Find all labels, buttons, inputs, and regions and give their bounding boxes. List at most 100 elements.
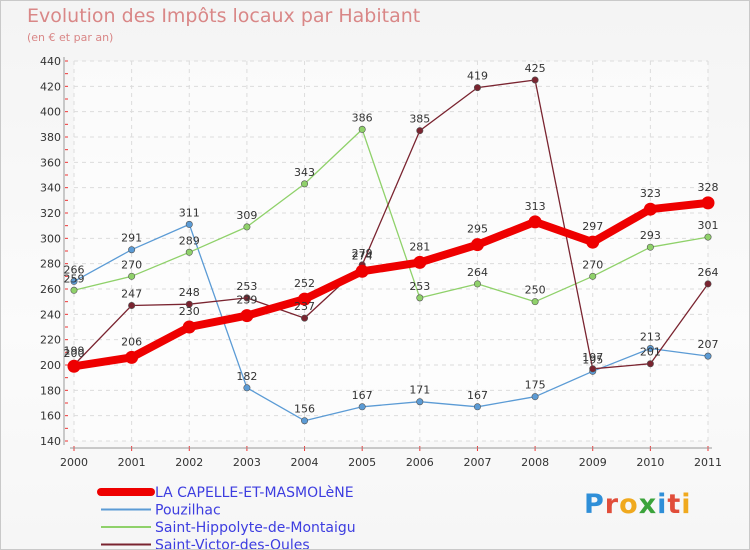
data-point: [240, 309, 254, 323]
data-point: [301, 417, 309, 425]
logo-letter: i: [657, 489, 668, 520]
data-point: [416, 127, 424, 135]
data-point: [125, 350, 139, 364]
data-label: 264: [467, 266, 488, 279]
data-point: [243, 294, 251, 302]
data-label: 323: [640, 187, 661, 200]
data-point: [643, 202, 657, 216]
data-point: [185, 220, 193, 228]
data-label: 266: [64, 263, 85, 276]
x-tick-label: 2004: [291, 456, 319, 469]
data-label: 259: [64, 272, 85, 285]
data-label: 274: [352, 249, 373, 262]
y-tick-label: 320: [40, 207, 61, 220]
data-point: [358, 125, 366, 133]
data-point: [416, 398, 424, 406]
data-point: [646, 360, 654, 368]
data-point: [70, 286, 78, 294]
x-tick-label: 2006: [406, 456, 434, 469]
x-tick-label: 2010: [636, 456, 664, 469]
logo-letter: P: [584, 489, 605, 520]
x-tick-label: 2007: [463, 456, 491, 469]
data-point: [470, 238, 484, 252]
data-point: [531, 393, 539, 401]
data-label: 247: [121, 287, 142, 300]
x-tick-label: 2001: [118, 456, 146, 469]
data-label: 213: [640, 331, 661, 344]
data-point: [67, 359, 81, 373]
series-line-3: [73, 79, 709, 370]
data-point: [473, 280, 481, 288]
x-tick-label: 2003: [233, 456, 261, 469]
data-label: 237: [294, 300, 315, 313]
legend-entry: Saint-Hippolyte-de-Montaigu: [155, 520, 356, 536]
y-tick-label: 160: [40, 410, 61, 423]
data-point: [701, 196, 715, 210]
data-point: [531, 76, 539, 84]
data-label: 253: [236, 280, 257, 293]
data-label: 279: [352, 247, 373, 260]
y-tick-label: 200: [40, 359, 61, 372]
data-label: 295: [467, 223, 488, 236]
x-tick-label: 2002: [175, 456, 203, 469]
data-point: [70, 277, 78, 285]
data-label: 270: [121, 258, 142, 271]
data-label: 171: [409, 384, 430, 397]
x-tick-label: 2008: [521, 456, 549, 469]
data-label: 425: [525, 62, 546, 75]
logo-letter: o: [619, 489, 639, 520]
y-tick-label: 280: [40, 258, 61, 271]
logo-letter: x: [638, 489, 658, 520]
y-tick-label: 440: [40, 55, 61, 68]
data-label: 230: [179, 305, 200, 318]
data-point: [704, 233, 712, 241]
data-point: [704, 352, 712, 360]
data-label: 264: [698, 266, 719, 279]
y-tick-label: 360: [40, 156, 61, 169]
y-tick-label: 300: [40, 232, 61, 245]
data-point: [301, 180, 309, 188]
data-label: 293: [640, 229, 661, 242]
data-point: [589, 365, 597, 373]
data-point: [528, 215, 542, 229]
legend-entry: Pouzilhac: [155, 503, 221, 519]
data-label: 197: [582, 351, 603, 364]
data-label: 313: [525, 200, 546, 213]
data-label: 311: [179, 206, 200, 219]
chart-subtitle: (en € et par an): [27, 31, 114, 44]
data-label: 328: [698, 181, 719, 194]
data-point: [185, 300, 193, 308]
y-tick-label: 380: [40, 131, 61, 144]
data-label: 156: [294, 403, 315, 416]
data-point: [182, 320, 196, 334]
data-point: [473, 84, 481, 92]
y-tick-label: 420: [40, 80, 61, 93]
data-label: 239: [236, 294, 257, 307]
plot-area: [74, 61, 708, 441]
series-line-0: [70, 198, 712, 371]
data-label: 252: [294, 277, 315, 290]
data-label: 195: [582, 353, 603, 366]
data-label: 270: [582, 258, 603, 271]
data-label: 182: [236, 370, 257, 383]
data-point: [646, 243, 654, 251]
logo-letter: r: [604, 489, 620, 520]
data-label: 301: [698, 219, 719, 232]
logo-letter: i: [681, 489, 692, 520]
y-tick-label: 240: [40, 308, 61, 321]
data-point: [185, 248, 193, 256]
data-point: [243, 384, 251, 392]
data-label: 291: [121, 232, 142, 245]
data-point: [416, 294, 424, 302]
y-tick-label: 260: [40, 283, 61, 296]
data-point: [531, 298, 539, 306]
data-label: 253: [409, 280, 430, 293]
data-point: [413, 255, 427, 269]
x-tick-label: 2000: [60, 456, 88, 469]
data-label: 343: [294, 166, 315, 179]
y-tick-label: 340: [40, 182, 61, 195]
legend-entry: LA CAPELLE-ET-MASMOLèNE: [155, 485, 354, 501]
data-label: 385: [409, 113, 430, 126]
